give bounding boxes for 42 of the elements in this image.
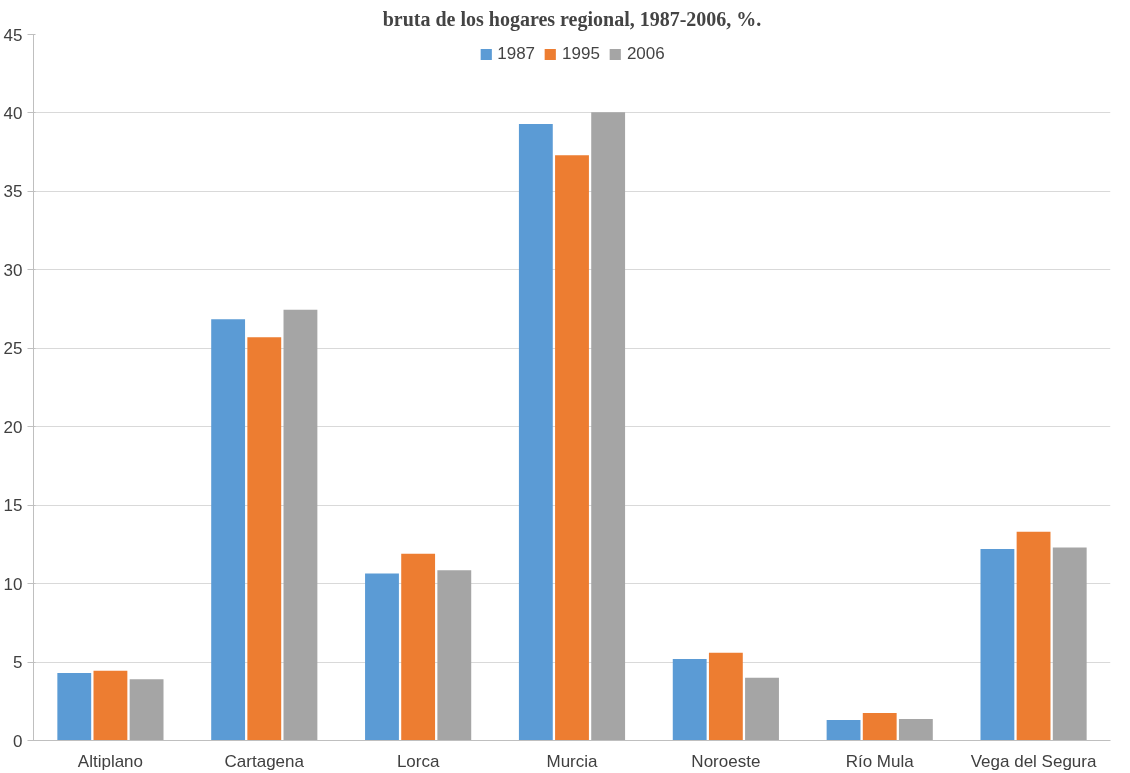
bar [745, 677, 779, 741]
legend-label: 1995 [562, 44, 600, 64]
bar [211, 319, 246, 741]
y-tick-label: 15 [3, 496, 23, 516]
bar [129, 679, 164, 741]
x-tick-label: Cartagena [224, 751, 305, 771]
x-tick-label: Altiplano [77, 751, 144, 771]
bar [591, 112, 626, 741]
x-tick-label: Lorca [396, 751, 440, 771]
chart-title: bruta de los hogares regional, 1987-2006, %. [382, 7, 762, 31]
bar [980, 549, 1015, 741]
legend-label: 2006 [626, 44, 665, 64]
bar [365, 573, 399, 741]
bar [672, 658, 707, 741]
y-tick-label: 0 [13, 731, 23, 751]
bar [898, 719, 933, 741]
bar [708, 652, 743, 741]
bar [555, 155, 589, 741]
y-tick-label: 25 [3, 339, 23, 359]
bar [862, 713, 897, 741]
bar [826, 720, 861, 741]
x-tick-label: Noroeste [691, 751, 761, 771]
y-tick-label: 40 [3, 103, 23, 123]
bar [437, 570, 472, 741]
y-tick-label: 5 [13, 653, 23, 673]
y-tick-label: 10 [3, 574, 23, 594]
bar [1016, 531, 1051, 741]
bar [401, 553, 436, 741]
y-tick-label: 20 [3, 417, 23, 437]
y-tick-label: 35 [3, 182, 23, 202]
bar [57, 673, 92, 741]
bar [247, 337, 282, 741]
bar [1052, 547, 1087, 741]
x-tick-label: Vega del Segura [970, 751, 1097, 771]
y-tick-label: 45 [3, 25, 23, 45]
x-tick-label: Río Mula [845, 751, 915, 771]
bar [518, 123, 553, 741]
y-tick-label: 30 [3, 260, 23, 280]
bar [93, 670, 128, 741]
x-tick-label: Murcia [546, 751, 599, 771]
legend-label: 1987 [497, 44, 536, 64]
bar [283, 309, 318, 741]
